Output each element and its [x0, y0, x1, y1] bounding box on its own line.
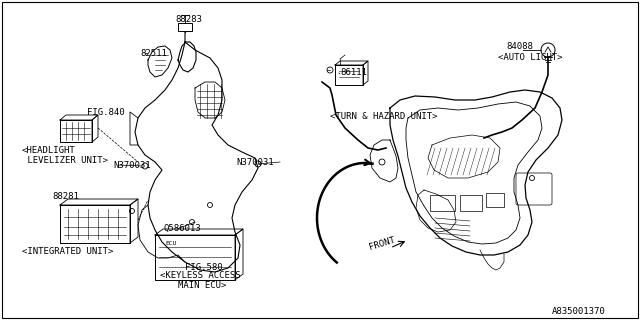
Text: Q586013: Q586013 — [163, 223, 200, 233]
Text: 84088: 84088 — [506, 42, 533, 51]
Text: 88281: 88281 — [52, 191, 79, 201]
Text: MAIN ECU>: MAIN ECU> — [178, 281, 227, 290]
Bar — [460, 195, 482, 211]
Text: FRONT: FRONT — [368, 236, 396, 252]
Bar — [486, 193, 504, 207]
Text: FIG.580: FIG.580 — [185, 262, 223, 271]
Text: A835001370: A835001370 — [552, 308, 605, 316]
Text: 88283: 88283 — [175, 14, 202, 23]
Text: <AUTO LIGHT>: <AUTO LIGHT> — [498, 52, 563, 61]
Text: 82511: 82511 — [140, 49, 167, 58]
Text: ECU: ECU — [165, 241, 176, 245]
Text: 86111: 86111 — [340, 68, 367, 76]
Text: N370031: N370031 — [113, 161, 150, 170]
Text: LEVELIZER UNIT>: LEVELIZER UNIT> — [22, 156, 108, 164]
Text: <KEYLESS ACCESS: <KEYLESS ACCESS — [160, 271, 241, 281]
Text: N370031: N370031 — [236, 157, 274, 166]
Bar — [430, 195, 455, 211]
Text: <TURN & HAZARD UNIT>: <TURN & HAZARD UNIT> — [330, 111, 438, 121]
Text: FIG.840: FIG.840 — [87, 108, 125, 116]
Bar — [178, 23, 192, 31]
Text: <INTEGRATED UNIT>: <INTEGRATED UNIT> — [22, 246, 113, 255]
Text: <HEADLIGHT: <HEADLIGHT — [22, 146, 76, 155]
